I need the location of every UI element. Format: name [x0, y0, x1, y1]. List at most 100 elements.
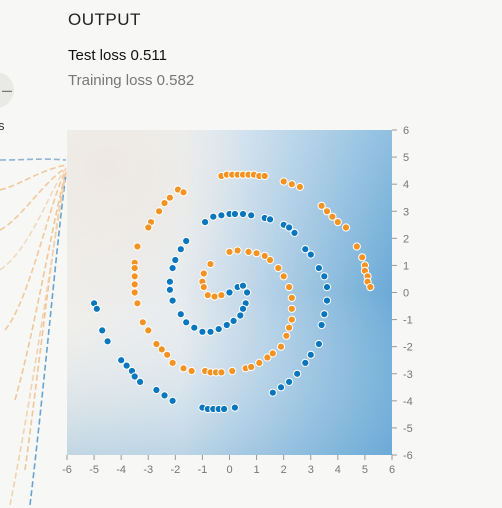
training-loss: Training loss 0.582 — [68, 72, 194, 89]
blue-data-point — [160, 391, 169, 400]
connection-link — [14, 171, 67, 401]
y-tick-label: -4 — [403, 396, 413, 408]
blue-data-point — [230, 403, 239, 412]
orange-data-point — [233, 246, 242, 255]
orange-data-point — [333, 218, 342, 227]
y-tick-label: -1 — [403, 315, 413, 327]
output-heading: OUTPUT — [68, 10, 141, 29]
orange-data-point — [266, 255, 275, 265]
blue-data-point — [301, 358, 310, 367]
y-tick-label: -3 — [403, 369, 413, 381]
remove-neuron-button[interactable]: – — [0, 72, 14, 108]
blue-data-point — [314, 339, 323, 349]
blue-data-point — [168, 296, 177, 305]
neuron-connections — [0, 158, 67, 506]
blue-data-point — [152, 385, 161, 395]
orange-data-point — [133, 242, 142, 251]
orange-data-point — [358, 253, 367, 262]
blue-data-point — [92, 304, 101, 313]
blue-data-point — [103, 337, 112, 346]
orange-data-point — [279, 272, 288, 281]
orange-data-point — [352, 242, 361, 251]
x-tick-label: -2 — [170, 464, 180, 476]
data-points — [90, 170, 375, 414]
orange-data-point — [179, 188, 188, 197]
blue-data-point — [222, 320, 231, 330]
orange-data-point — [260, 171, 269, 181]
orange-data-point — [138, 318, 147, 327]
orange-data-point — [203, 291, 212, 300]
orange-data-point — [133, 299, 142, 308]
orange-data-point — [287, 293, 296, 302]
blue-data-point — [201, 218, 210, 227]
connection-link — [24, 171, 67, 471]
blue-data-point — [171, 255, 180, 265]
blue-data-point — [290, 228, 299, 237]
training-loss-value: 0.582 — [156, 72, 195, 89]
x-axis: -6 -5 -4 -3 -2 -1 0 1 2 3 4 5 6 — [62, 455, 395, 476]
blue-data-point — [301, 245, 310, 254]
x-tick-label: 5 — [362, 464, 368, 476]
x-tick-label: -3 — [143, 464, 153, 476]
orange-data-point — [263, 353, 272, 362]
blue-data-point — [238, 304, 248, 313]
orange-data-point — [199, 283, 208, 292]
blue-data-point — [176, 245, 185, 254]
orange-data-point — [287, 180, 296, 189]
connection-link — [0, 167, 67, 271]
y-tick-label: -6 — [403, 450, 413, 462]
blue-data-point — [236, 311, 245, 320]
connection-link — [9, 173, 67, 506]
orange-data-point — [279, 177, 288, 186]
orange-data-point — [322, 207, 332, 216]
blue-data-point — [238, 209, 248, 219]
orange-data-point — [165, 193, 174, 202]
y-tick-label: 1 — [403, 260, 409, 272]
blue-data-point — [130, 372, 139, 381]
y-tick-label: 3 — [403, 206, 409, 218]
test-loss-label: Test loss — [68, 47, 127, 64]
connection-link — [4, 169, 67, 331]
minus-icon: – — [1, 79, 12, 100]
orange-data-point — [199, 269, 208, 278]
orange-data-point — [152, 339, 161, 349]
x-tick-label: 3 — [308, 464, 314, 476]
y-tick-label: -2 — [403, 342, 413, 354]
blue-data-point — [322, 296, 332, 305]
blue-data-point — [306, 250, 315, 259]
blue-data-point — [220, 404, 229, 414]
orange-data-point — [157, 345, 166, 354]
orange-data-point — [187, 366, 196, 376]
orange-data-point — [341, 223, 351, 232]
orange-data-point — [255, 358, 264, 367]
orange-data-point — [179, 364, 188, 373]
blue-data-point — [182, 236, 191, 246]
orange-data-point — [225, 247, 234, 256]
orange-data-point — [130, 272, 139, 281]
blue-data-point — [238, 281, 248, 290]
y-tick-label: 4 — [403, 179, 409, 191]
orange-data-point — [244, 247, 253, 256]
orange-data-point — [144, 326, 153, 335]
x-tick-label: 2 — [281, 464, 287, 476]
orange-data-point — [217, 291, 226, 300]
blue-data-point — [314, 264, 323, 273]
x-tick-label: 1 — [254, 464, 260, 476]
orange-data-point — [295, 182, 304, 191]
blue-data-point — [165, 277, 174, 286]
orange-data-point — [274, 264, 283, 273]
blue-data-point — [320, 272, 329, 281]
orange-data-point — [285, 323, 294, 332]
orange-data-point — [268, 349, 277, 358]
connection-link — [0, 158, 67, 161]
blue-data-point — [306, 350, 315, 359]
blue-data-point — [98, 326, 107, 335]
connection-link — [29, 173, 67, 506]
orange-data-point — [260, 251, 269, 260]
orange-data-point — [228, 366, 237, 376]
x-tick-label: 4 — [335, 464, 341, 476]
orange-data-point — [328, 212, 337, 221]
orange-data-point — [163, 350, 172, 359]
